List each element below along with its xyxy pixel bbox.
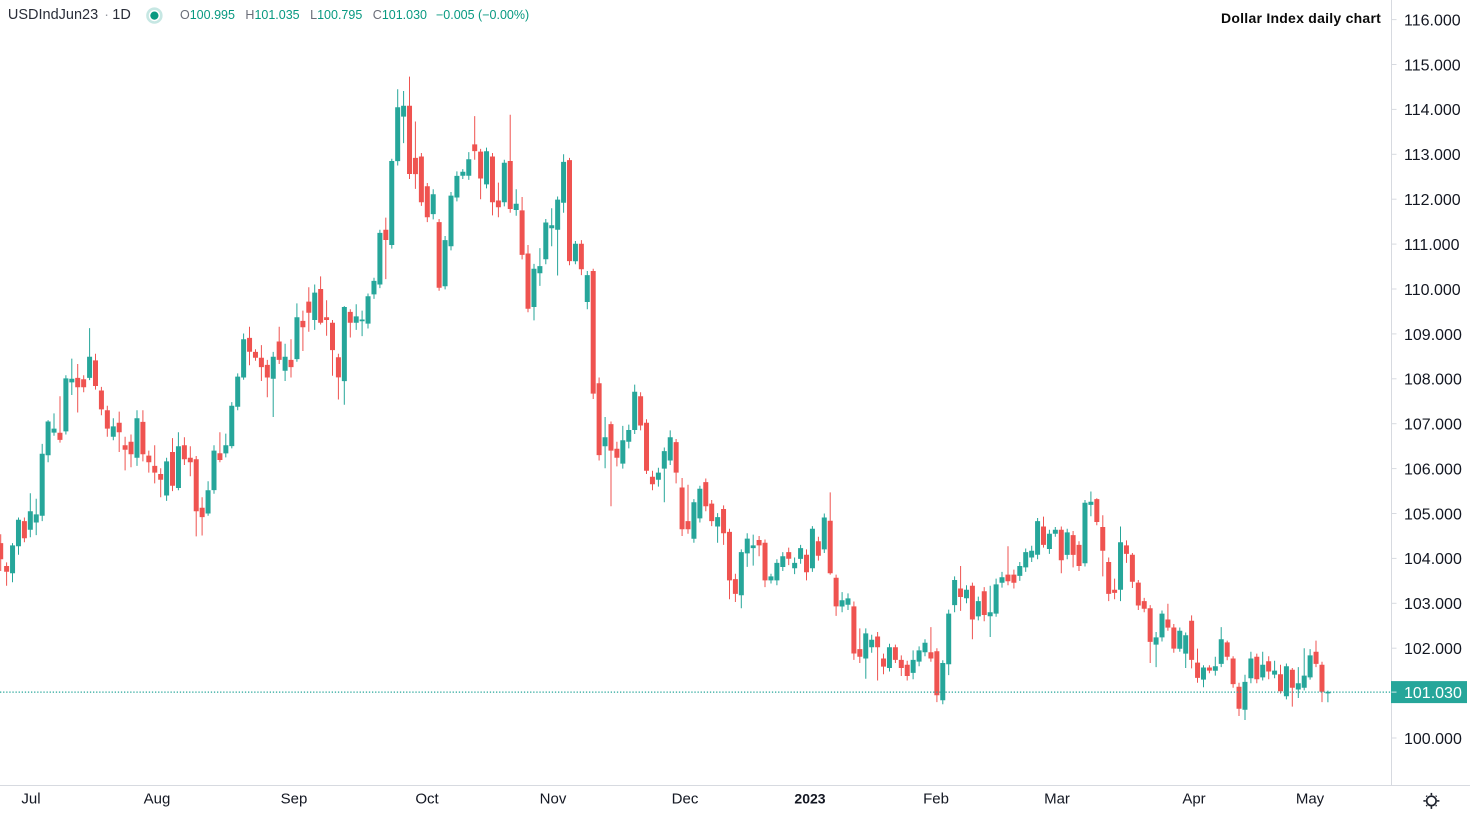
svg-text:1D: 1D — [112, 7, 131, 23]
svg-text:USDIndJun23: USDIndJun23 — [8, 7, 98, 23]
svg-text:Apr: Apr — [1182, 791, 1205, 808]
svg-text:Sep: Sep — [281, 791, 308, 808]
svg-text:Nov: Nov — [540, 791, 567, 808]
svg-text:114.000: 114.000 — [1404, 102, 1461, 119]
svg-text:103.000: 103.000 — [1404, 596, 1462, 613]
svg-text:107.000: 107.000 — [1404, 417, 1462, 434]
svg-text:Dec: Dec — [672, 791, 699, 808]
svg-text:Feb: Feb — [923, 791, 949, 808]
svg-text:Dollar Index daily chart: Dollar Index daily chart — [1221, 10, 1381, 26]
svg-text:109.000: 109.000 — [1404, 327, 1462, 344]
svg-text:Oct: Oct — [415, 791, 439, 808]
svg-text:110.000: 110.000 — [1404, 282, 1461, 299]
svg-text:106.000: 106.000 — [1404, 462, 1462, 479]
svg-text:101.030: 101.030 — [1404, 685, 1462, 702]
svg-text:113.000: 113.000 — [1404, 147, 1461, 164]
svg-text:104.000: 104.000 — [1404, 551, 1462, 568]
svg-text:108.000: 108.000 — [1404, 372, 1462, 389]
svg-text:100.000: 100.000 — [1404, 731, 1462, 748]
svg-text:May: May — [1296, 791, 1325, 808]
svg-text:102.000: 102.000 — [1404, 641, 1462, 658]
svg-text:105.000: 105.000 — [1404, 506, 1462, 523]
svg-text:111.000: 111.000 — [1404, 237, 1460, 254]
svg-text:·: · — [104, 6, 109, 22]
svg-text:2023: 2023 — [794, 791, 825, 807]
svg-text:115.000: 115.000 — [1404, 57, 1461, 74]
svg-text:Mar: Mar — [1044, 791, 1070, 808]
svg-text:Aug: Aug — [144, 791, 171, 808]
svg-text:Jul: Jul — [21, 791, 40, 808]
svg-text:112.000: 112.000 — [1404, 192, 1461, 209]
svg-text:116.000: 116.000 — [1404, 13, 1461, 30]
